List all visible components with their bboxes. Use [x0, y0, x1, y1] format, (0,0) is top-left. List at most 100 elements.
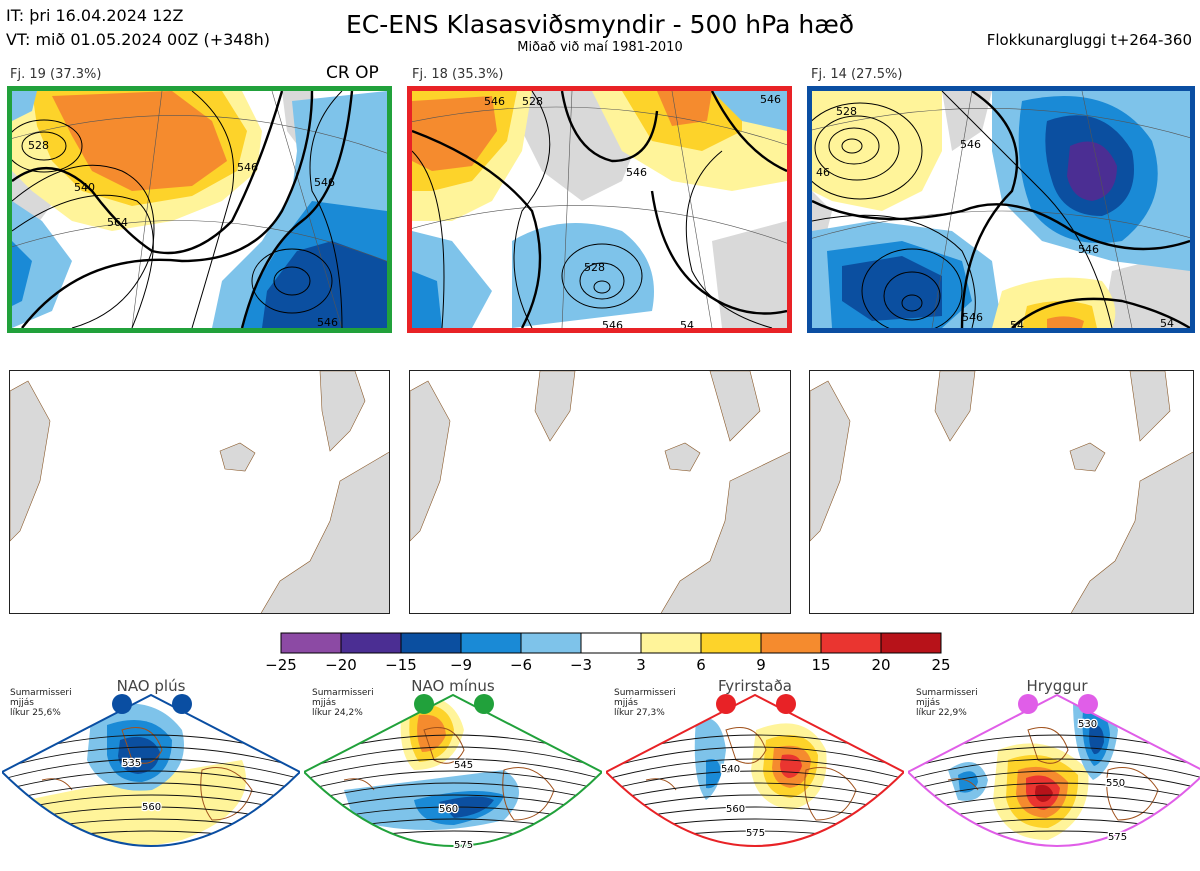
colorbar-tick-label: −9	[449, 656, 473, 674]
contour-label: 546	[484, 95, 505, 108]
colorbar-tick-label: −15	[385, 656, 417, 674]
contour-label: 540	[74, 181, 95, 194]
regime-panel: 545 560 575 NAO mínus Sumarmisseri mjjás líkur…	[304, 677, 602, 871]
regime-likelihood: líkur 27,3%	[614, 708, 665, 718]
contour-label: 550	[1106, 778, 1125, 789]
height-contour	[2, 758, 300, 783]
coastline	[41, 778, 73, 791]
regime-map: 540 560 575	[606, 693, 904, 847]
colorbar-tick-label: 15	[811, 656, 831, 674]
regime-smoothing: mjjás	[10, 698, 34, 708]
regime-info: Sumarmisseri mjjás líkur 22,9%	[916, 688, 978, 718]
coastline	[343, 778, 375, 791]
cluster-map-3: 528 46 546 546 546 54 54	[807, 86, 1195, 333]
contour-label: 540	[721, 764, 740, 775]
regime-sector-outline	[606, 693, 904, 847]
regime-marker-dot	[414, 694, 434, 714]
contour-label: 54	[680, 319, 694, 328]
colorbar-segment	[760, 632, 822, 654]
height-contour	[304, 782, 602, 805]
contour-label: 530	[1078, 719, 1097, 730]
contour-label: 575	[454, 840, 473, 851]
height-contour	[908, 782, 1200, 805]
empty-map-3	[809, 370, 1194, 614]
regime-season: Sumarmisseri	[614, 688, 676, 698]
colorbar-segment	[880, 632, 942, 654]
regime-name: NAO plús	[116, 677, 186, 695]
colorbar-segment	[340, 632, 402, 654]
regime-sector-outline	[908, 693, 1200, 847]
regime-name: Hryggur	[1026, 677, 1088, 695]
height-contour	[606, 758, 904, 783]
anomaly-colorbar	[280, 632, 944, 658]
regime-info: Sumarmisseri mjjás líkur 27,3%	[614, 688, 676, 718]
height-contour	[304, 758, 602, 783]
regime-map: 545 560 575	[304, 693, 602, 852]
colorbar-segment	[280, 632, 342, 654]
contour-label: 528	[836, 105, 857, 118]
anomaly-area	[417, 714, 446, 752]
classification-window: Flokkunargluggi t+264-360	[986, 31, 1192, 49]
regime-sector-outline	[304, 693, 602, 847]
colorbar-segment	[820, 632, 882, 654]
regime-likelihood: líkur 22,9%	[916, 708, 967, 718]
regime-panel: 535 560 NAO plús Sumarmisseri mjjás líkur 25,…	[2, 677, 300, 871]
contour-label: 54	[1010, 319, 1024, 328]
contour-label: 546	[962, 311, 983, 324]
contour-label: 46	[816, 166, 830, 179]
anomaly-area	[27, 760, 246, 846]
contour-label: 575	[1108, 832, 1127, 843]
regime-sector-outline	[2, 693, 300, 847]
colorbar-tick-label: 6	[696, 656, 706, 674]
regime-marker-dot	[112, 694, 132, 714]
anomaly-area	[118, 736, 160, 774]
colorbar-segment	[700, 632, 762, 654]
height-contour	[606, 782, 904, 805]
colorbar-tick-label: 20	[871, 656, 891, 674]
valid-time: VT: mið 01.05.2024 00Z (+348h)	[6, 30, 271, 49]
height-contour	[304, 770, 602, 794]
cluster-2-label: Fj. 18 (35.3%)	[412, 67, 504, 82]
anomaly-area	[1035, 784, 1053, 802]
contour-label: 560	[142, 802, 161, 813]
coastline	[1027, 727, 1069, 764]
height-contour	[908, 746, 1200, 772]
height-contour	[606, 770, 904, 794]
contour-label: 54	[1160, 317, 1174, 328]
empty-map-1	[9, 370, 390, 614]
anomaly-area	[1023, 856, 1053, 864]
colorbar-tick-label: 9	[756, 656, 766, 674]
cluster-1-label: Fj. 19 (37.3%)	[10, 67, 102, 82]
regime-marker-dot	[172, 694, 192, 714]
contour-label: 564	[107, 216, 128, 229]
contour-label: 546	[626, 166, 647, 179]
coastline	[947, 778, 979, 791]
regime-likelihood: líkur 25,6%	[10, 708, 61, 718]
anomaly-area	[958, 771, 978, 793]
regime-info: Sumarmisseri mjjás líkur 25,6%	[10, 688, 72, 718]
cluster-map-2: 546 528 546 546 528 546 54	[407, 86, 792, 333]
coastline	[423, 727, 465, 764]
regime-marker-dot	[1018, 694, 1038, 714]
page-title: EC-ENS Klasasviðsmyndir - 500 hPa hæð	[345, 10, 855, 39]
contour-label: 528	[28, 139, 49, 152]
regime-panel: 530 550 575 Hryggur Sumarmisseri mjjás líkur 2…	[908, 677, 1200, 871]
height-contour	[908, 758, 1200, 783]
anomaly-area	[706, 759, 721, 789]
contour-label: 535	[122, 758, 141, 769]
contour-label: 546	[237, 161, 258, 174]
colorbar-segment	[520, 632, 582, 654]
contour-label: 546	[960, 138, 981, 151]
colorbar-tick-label: −25	[265, 656, 297, 674]
colorbar-segment	[460, 632, 522, 654]
regime-panel: 540 560 575 Fyrirstaða Sumarmisseri mjjás líku…	[606, 677, 904, 871]
empty-map-2	[409, 370, 791, 614]
colorbar-tick-label: 3	[636, 656, 646, 674]
height-contour	[2, 770, 300, 794]
page-subtitle: Miðað við maí 1981-2010	[517, 40, 683, 55]
contour-label: 528	[584, 261, 605, 274]
contour-label: 546	[760, 93, 781, 106]
colorbar-tick-label: −6	[509, 656, 533, 674]
regime-smoothing: mjjás	[614, 698, 638, 708]
initial-time: IT: þri 16.04.2024 12Z	[6, 6, 184, 25]
